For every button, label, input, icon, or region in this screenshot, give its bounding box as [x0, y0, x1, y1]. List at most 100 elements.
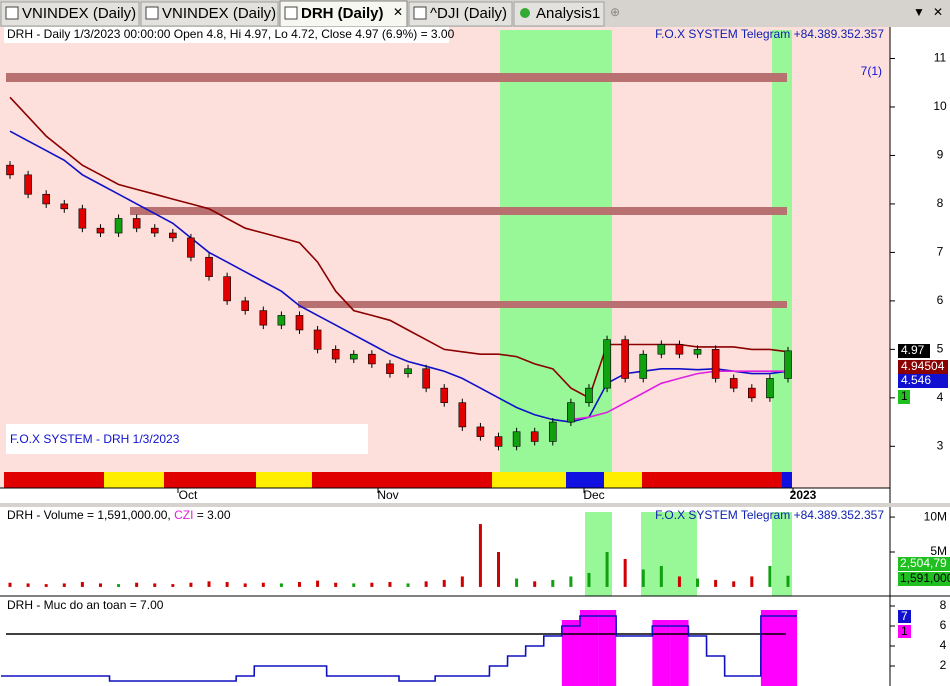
tab-label: VNINDEX (Daily)	[22, 5, 136, 22]
volume-bar	[117, 584, 121, 587]
volume-bar	[714, 579, 718, 587]
candle	[277, 315, 286, 326]
candle	[422, 368, 430, 389]
volume-bar	[497, 552, 501, 587]
candle	[603, 339, 611, 389]
candle	[476, 426, 485, 437]
tab-icon	[145, 6, 159, 20]
candle	[711, 349, 720, 379]
value-label: 4.97	[901, 343, 925, 357]
tab-label: Analysis1	[536, 5, 600, 22]
y-tick-label: 4	[937, 390, 944, 404]
price-pane	[0, 27, 890, 488]
volume-bar	[243, 583, 247, 587]
candle	[169, 232, 177, 239]
candle	[440, 387, 449, 403]
volume-bar	[587, 572, 591, 587]
candle	[784, 350, 792, 379]
candle	[6, 164, 14, 176]
volume-bar	[80, 582, 84, 587]
safety-zone	[670, 620, 689, 686]
y-tick-label: 8	[940, 598, 947, 612]
volume-bar	[406, 583, 410, 587]
strip-segment	[256, 472, 312, 488]
volume-bar	[279, 583, 283, 587]
volume-bar	[442, 579, 446, 587]
strip-segment	[782, 472, 792, 488]
window-close[interactable]: ✕	[933, 5, 943, 19]
candle	[24, 174, 32, 195]
tab-close[interactable]: ✕	[393, 5, 403, 19]
indicator-line	[9, 130, 789, 423]
safety-zone	[779, 610, 798, 686]
volume-bar	[424, 581, 428, 587]
tab[interactable]	[0, 1, 140, 27]
candle	[494, 436, 503, 447]
y-tick-label: 11	[934, 51, 947, 65]
level-bar	[130, 207, 787, 215]
safety-line	[1, 615, 797, 682]
candle	[693, 349, 702, 355]
candle	[530, 431, 539, 442]
pane-header: CZI	[174, 508, 193, 522]
level-bar	[6, 73, 787, 82]
credit: F.O.X SYSTEM Telegram +84.389.352.357	[655, 508, 884, 522]
tab[interactable]	[140, 1, 279, 27]
volume-bar	[641, 569, 645, 587]
watermark-bg	[6, 424, 368, 454]
y-tick-label: 10M	[924, 509, 947, 523]
y-tick-label: 9	[937, 148, 944, 162]
volume-bar	[98, 583, 102, 587]
candle	[368, 353, 376, 365]
zone	[500, 30, 612, 472]
value-box	[898, 572, 950, 586]
candle	[241, 300, 250, 311]
candle	[349, 353, 358, 360]
strip-segment	[312, 472, 492, 488]
signal: 7(1)	[861, 64, 882, 78]
candle	[132, 218, 141, 229]
pane-header: DRH - Volume = 1,591,000.00,	[7, 508, 171, 522]
volume-bar	[786, 575, 790, 587]
strip-segment	[492, 472, 566, 488]
zone	[772, 512, 792, 596]
candle	[259, 310, 268, 326]
strip-segment	[104, 472, 164, 488]
value-label: 1	[901, 624, 908, 638]
candle	[675, 344, 684, 355]
tab-list[interactable]: ▼	[913, 5, 925, 19]
volume-bar	[515, 578, 519, 587]
candle	[585, 387, 593, 403]
credit: F.O.X SYSTEM Telegram +84.389.352.357	[655, 27, 884, 41]
pane-header: DRH - Volume = 1,591,000.00, CZI = 3.00	[7, 508, 231, 522]
y-tick-label: 8	[937, 196, 944, 210]
header-bg	[4, 27, 449, 43]
volume-bar	[370, 582, 374, 587]
candle	[331, 349, 340, 360]
volume-bar	[551, 579, 555, 587]
new-tab[interactable]: ⊕	[610, 5, 620, 19]
volume-bar	[8, 582, 12, 587]
tab-active[interactable]	[279, 0, 408, 28]
candle	[512, 431, 521, 447]
candle	[313, 329, 322, 350]
y-tick-label: 6	[940, 618, 947, 632]
y-tick-label: 4	[940, 638, 947, 652]
volume-bar	[460, 576, 464, 587]
volume-bar	[261, 582, 265, 587]
indicator-line	[570, 370, 788, 421]
y-tick-label: 3	[937, 438, 944, 452]
volume-bar	[605, 552, 609, 587]
strip-segment	[164, 472, 256, 488]
volume-bar	[732, 581, 736, 587]
pane-header: = 3.00	[197, 508, 231, 522]
strip-segment	[642, 472, 688, 488]
volume-bar	[171, 584, 175, 587]
x-tick-label: Oct	[179, 488, 198, 502]
pane-header: DRH - Muc do an toan = 7.00	[7, 598, 164, 612]
value-label: 4.94504	[901, 359, 945, 373]
volume-bar	[569, 576, 573, 587]
watermark: F.O.X SYSTEM - DRH 1/3/2023	[10, 432, 180, 446]
value-box	[898, 557, 950, 571]
